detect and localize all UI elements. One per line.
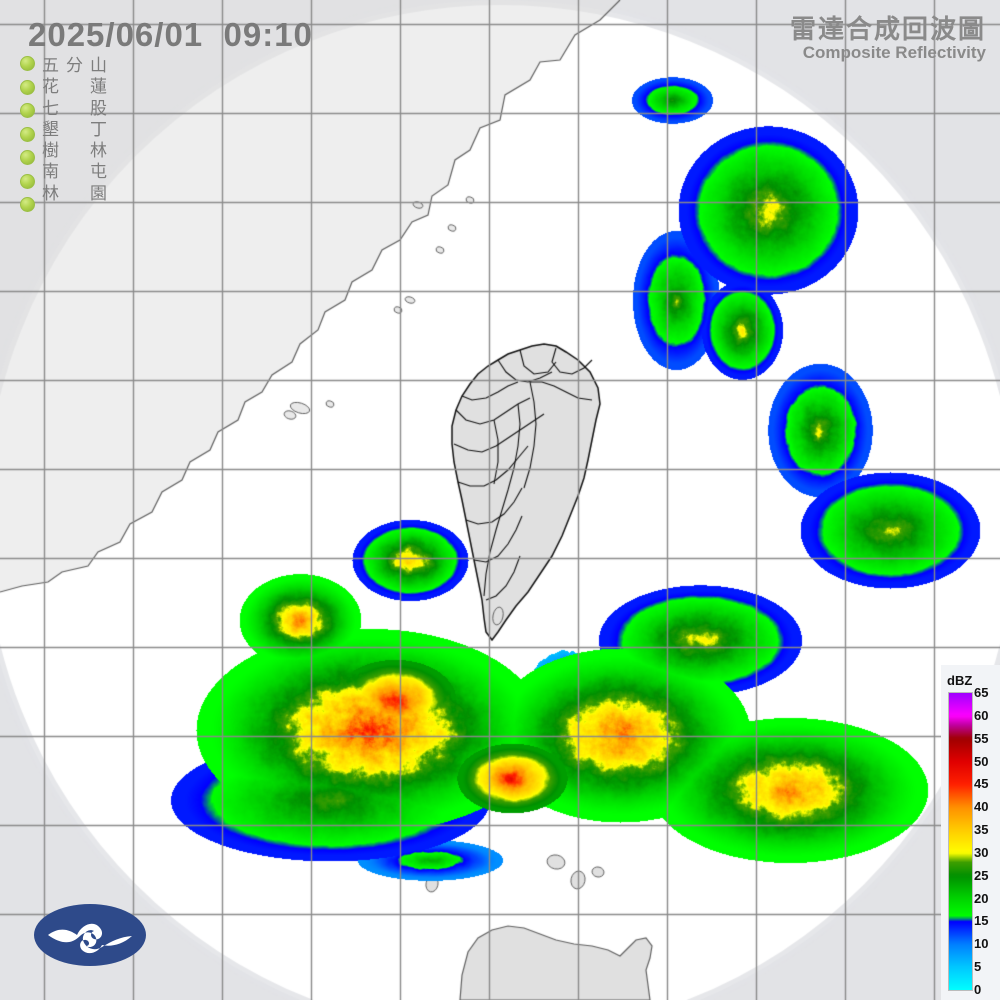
station-marker	[20, 103, 35, 118]
station-name-char: 五	[42, 56, 59, 76]
station-name-char: 園	[90, 183, 107, 204]
dbz-tick-65: 65	[974, 685, 989, 700]
dbz-tick-30: 30	[974, 844, 989, 860]
station-marker	[20, 126, 35, 142]
dbz-tick-55: 55	[974, 730, 989, 746]
station-name-char: 林	[42, 183, 59, 204]
station-name-char: 樹	[42, 141, 59, 162]
dbz-tick-20: 20	[974, 890, 989, 906]
dbz-tick-25: 25	[974, 867, 989, 883]
station-name-char: 墾	[42, 119, 59, 140]
dbz-tick-35: 35	[974, 822, 989, 838]
station-name-char: 屯	[90, 162, 107, 183]
station-name-char	[66, 162, 83, 183]
dbz-tick-5: 5	[974, 959, 982, 975]
dbz-tick-40: 40	[974, 799, 989, 815]
station-name-char	[66, 120, 83, 141]
cwb-logo	[34, 904, 146, 966]
station-name-char	[66, 141, 83, 162]
station-name-char: 山	[90, 56, 107, 76]
station-name-char: 南	[42, 162, 59, 183]
station-marker-column	[20, 56, 35, 221]
dbz-tick-50: 50	[974, 753, 989, 769]
title-chinese: 雷達合成回波圖	[789, 14, 986, 44]
station-name-char	[66, 77, 83, 98]
title-english: Composite Reflectivity	[802, 43, 986, 63]
dbz-colorbar-legend: dBZ 65 60 55 50 45 40 35 30 25 20 15 10 5 0	[941, 665, 1000, 1000]
dbz-tick-10: 10	[974, 936, 989, 952]
radar-station-legend: 五花七墾樹南林 分 山蓮股丁林屯園	[20, 56, 107, 221]
station-marker	[20, 79, 35, 95]
station-marker	[20, 197, 35, 212]
station-name-char: 丁	[90, 119, 107, 140]
observation-timestamp: 2025/06/01 09:10	[28, 16, 313, 53]
title-block: 雷達合成回波圖 Composite Reflectivity	[789, 14, 986, 63]
dbz-tick-0: 0	[974, 982, 982, 997]
station-marker	[20, 150, 35, 165]
station-name-char	[66, 184, 83, 205]
dbz-color-gradient	[948, 692, 973, 991]
station-name-column-2: 分	[66, 56, 83, 221]
station-marker	[20, 173, 35, 189]
dbz-tick-labels: 65 60 55 50 45 40 35 30 25 20 15 10 5 0	[974, 685, 1000, 997]
dbz-tick-60: 60	[974, 707, 989, 723]
station-marker	[20, 56, 35, 71]
station-name-char: 股	[90, 98, 107, 119]
station-name-column-3: 山蓮股丁林屯園	[90, 56, 107, 221]
station-name-char: 花	[42, 77, 59, 98]
station-name-char: 七	[42, 98, 59, 119]
station-name-column-1: 五花七墾樹南林	[42, 56, 59, 221]
logo-wave-glyph	[48, 923, 132, 954]
dbz-tick-15: 15	[974, 913, 989, 929]
station-name-char: 分	[66, 56, 83, 76]
dbz-tick-45: 45	[974, 776, 989, 792]
station-name-char: 蓮	[90, 77, 107, 98]
station-name-char: 林	[90, 141, 107, 162]
station-name-char	[66, 99, 83, 120]
dbz-unit-label: dBZ	[947, 673, 973, 688]
